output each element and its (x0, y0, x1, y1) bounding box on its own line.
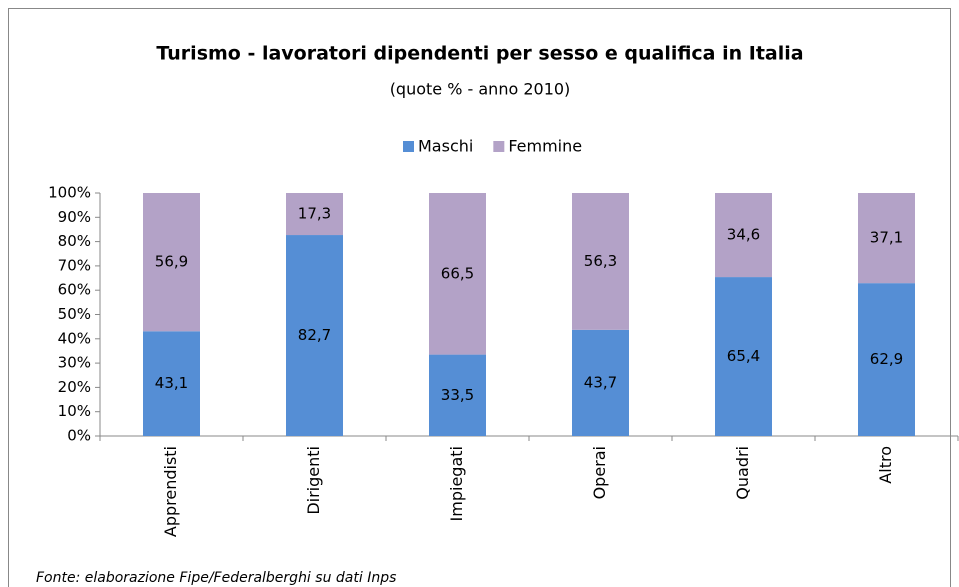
value-label: 43,1 (155, 374, 188, 392)
value-label: 66,5 (441, 264, 474, 282)
y-tick-label: 80% (58, 232, 91, 250)
legend-label: Femmine (508, 137, 582, 156)
bar-segment (715, 193, 772, 278)
y-tick-label: 0% (67, 427, 91, 445)
legend-swatch (403, 141, 414, 152)
x-tick-label: Operai (590, 446, 609, 499)
x-tick-label: Apprendisti (161, 446, 180, 537)
value-label: 56,3 (584, 252, 617, 270)
value-label: 37,1 (870, 229, 903, 247)
source-note: Fonte: elaborazione Fipe/Federalberghi s… (36, 570, 396, 586)
value-label: 33,5 (441, 386, 474, 404)
chart-title: Turismo - lavoratori dipendenti per sess… (156, 43, 803, 65)
y-tick-label: 60% (58, 281, 91, 299)
bar-segment (429, 354, 486, 436)
legend-swatch (493, 141, 505, 152)
bar-segment (143, 331, 200, 436)
value-label: 82,7 (298, 326, 331, 344)
value-label: 17,3 (298, 205, 331, 223)
y-tick-label: 70% (58, 256, 91, 274)
bar-segment (286, 193, 343, 236)
value-label: 65,4 (727, 347, 760, 365)
bar-segment (858, 193, 915, 284)
x-tick-label: Altro (876, 446, 895, 484)
x-tick-label: Dirigenti (304, 446, 323, 515)
chart-subtitle: (quote % - anno 2010) (390, 80, 571, 99)
legend-label: Maschi (418, 137, 473, 156)
bar-segment (572, 329, 629, 436)
bar-segment (286, 235, 343, 436)
x-tick-label: Quadri (733, 446, 752, 500)
value-label: 62,9 (870, 350, 903, 368)
y-tick-label: 100% (48, 184, 91, 202)
bar-segment (143, 193, 200, 332)
value-label: 56,9 (155, 253, 188, 271)
y-tick-label: 20% (58, 378, 91, 396)
y-tick-label: 10% (58, 402, 91, 420)
y-tick-label: 90% (58, 208, 91, 226)
y-tick-label: 30% (58, 354, 91, 372)
value-label: 43,7 (584, 373, 617, 391)
bar-segment (858, 283, 915, 436)
bar-segment (572, 193, 629, 330)
y-tick-label: 40% (58, 329, 91, 347)
y-tick-label: 50% (58, 305, 91, 323)
bar-segment (715, 277, 772, 436)
value-label: 34,6 (727, 226, 760, 244)
bar-segment (429, 193, 486, 355)
x-tick-label: Impiegati (447, 446, 466, 521)
